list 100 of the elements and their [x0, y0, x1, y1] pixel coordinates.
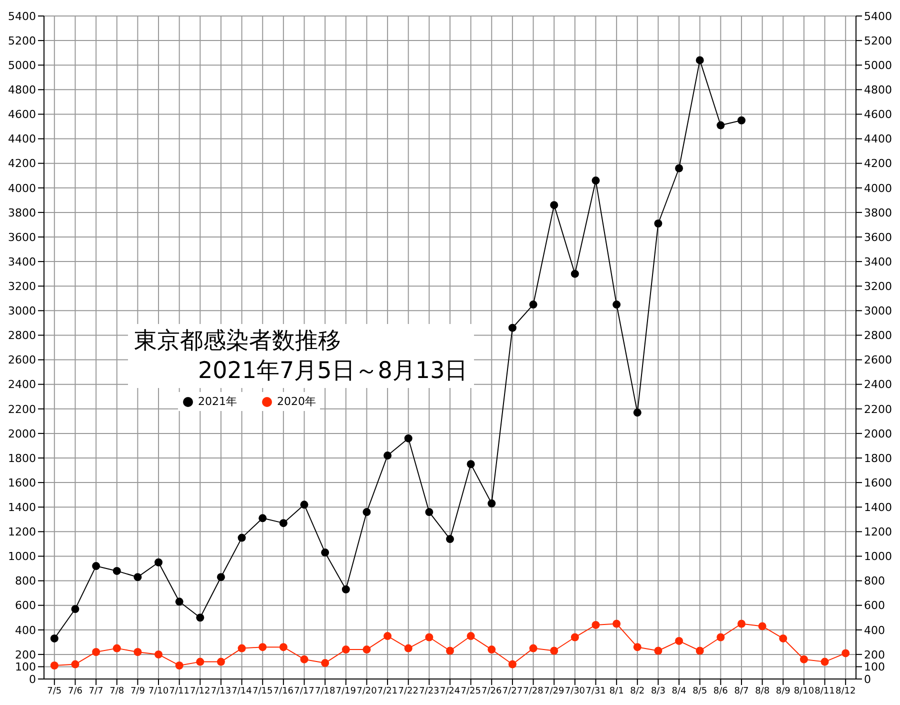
x-tick-label: 7/16: [273, 686, 294, 696]
point: [592, 620, 600, 629]
x-tick-label: 7/15: [252, 686, 273, 696]
y-tick-label: 3200: [8, 280, 36, 294]
point: [654, 646, 662, 655]
point: [508, 324, 516, 332]
x-tick-label: 7/11: [169, 686, 190, 696]
x-tick-label: 7/30: [564, 686, 586, 696]
x-tick-label: 7/20: [356, 686, 378, 696]
y-tick-label: 1600: [8, 476, 36, 490]
x-tick-label: 8/12: [835, 686, 856, 696]
text: 東京都感染者数推移: [134, 327, 342, 356]
y-tick-label: 2200: [8, 402, 36, 416]
y-tick-label: 1200: [8, 526, 36, 539]
y2-tick-label: 5400: [864, 10, 892, 23]
point: [425, 633, 434, 642]
y-tick-label: 2400: [8, 378, 36, 392]
point: [696, 646, 704, 655]
point: [175, 598, 184, 606]
point: [279, 519, 288, 528]
point: [154, 650, 163, 658]
point: [258, 643, 267, 652]
x-tick-label: 7/12: [190, 686, 210, 696]
point: [134, 573, 142, 582]
point: [342, 585, 350, 594]
x-tick-label: 7/24: [440, 686, 460, 696]
point: [50, 661, 58, 670]
point: [112, 644, 121, 652]
point: [716, 633, 725, 642]
point: [446, 646, 454, 655]
y2-tick-label: 3600: [864, 230, 892, 244]
x-tick-label: 7/7: [88, 686, 104, 696]
y2-tick-label: 100: [864, 660, 885, 674]
y-tick-label: 600: [15, 599, 36, 612]
y-tick-label: 1800: [8, 452, 36, 465]
y2-tick-label: 4200: [864, 157, 892, 170]
point: [529, 644, 538, 652]
x-tick-label: 8/9: [776, 686, 791, 696]
y-tick-label: 1000: [8, 550, 36, 564]
point: [238, 534, 246, 542]
y-tick-label: 4600: [8, 108, 36, 122]
y-tick-label: 4800: [8, 84, 36, 97]
point: [488, 646, 496, 654]
point: [342, 646, 350, 654]
y2-tick-label: 4000: [864, 182, 892, 195]
y2-tick-label: 600: [864, 599, 885, 612]
x-tick-label: 7/25: [460, 686, 481, 696]
point: [633, 408, 642, 417]
point: [258, 514, 267, 522]
y2-tick-label: 5200: [864, 34, 892, 48]
point: [216, 573, 225, 582]
point: [612, 300, 621, 309]
x-tick-label: 7/28: [523, 686, 544, 696]
y2-tick-label: 4600: [864, 108, 892, 122]
point: [92, 648, 100, 656]
y-tick-label: 2600: [8, 354, 36, 367]
point: [466, 632, 475, 640]
point: [50, 634, 58, 642]
x-tick-label: 7/21: [377, 686, 398, 696]
y-tick-label: 3400: [8, 255, 36, 268]
y-tick-label: 4200: [8, 157, 36, 170]
point: [279, 643, 288, 652]
point: [404, 434, 412, 442]
point: [737, 116, 746, 124]
point: [800, 655, 808, 664]
point: [550, 646, 558, 655]
y2-tick-label: 400: [864, 624, 885, 637]
y2-tick-label: 3400: [864, 255, 892, 268]
y2-tick-label: 2000: [864, 427, 892, 440]
y-tick-label: 5000: [8, 59, 36, 72]
point: [134, 648, 142, 656]
y-tick-label: 5200: [8, 34, 36, 48]
point: [238, 644, 246, 652]
x-tick-label: 7/26: [482, 686, 502, 696]
y2-tick-label: 2800: [864, 329, 892, 342]
y-tick-label: 100: [15, 660, 36, 674]
point: [216, 658, 225, 666]
x-tick-label: 7/29: [544, 686, 564, 696]
x-tick-label: 7/14: [232, 686, 252, 696]
point: [321, 659, 330, 668]
x-tick-label: 8/8: [755, 686, 770, 696]
y2-tick-label: 4400: [864, 132, 892, 146]
point: [633, 643, 642, 652]
point: [196, 658, 204, 666]
x-tick-label: 7/17: [294, 686, 314, 696]
text: 2021年7月5日～8月13日: [197, 357, 468, 386]
y2-tick-label: 0: [864, 672, 871, 686]
point: [716, 121, 725, 130]
y2-tick-label: 1000: [864, 550, 892, 564]
point: [92, 562, 100, 570]
y-tick-label: 1400: [8, 501, 36, 514]
y-tick-label: 800: [15, 574, 36, 588]
legend-label: 2020年: [276, 394, 316, 409]
x-tick-label: 7/23: [419, 686, 440, 696]
x-tick-label: 8/11: [814, 686, 835, 696]
point: [612, 620, 621, 628]
y2-tick-label: 2600: [864, 354, 892, 367]
y-tick-label: 400: [15, 624, 36, 637]
point: [592, 176, 600, 185]
y2-tick-label: 1800: [864, 452, 892, 465]
